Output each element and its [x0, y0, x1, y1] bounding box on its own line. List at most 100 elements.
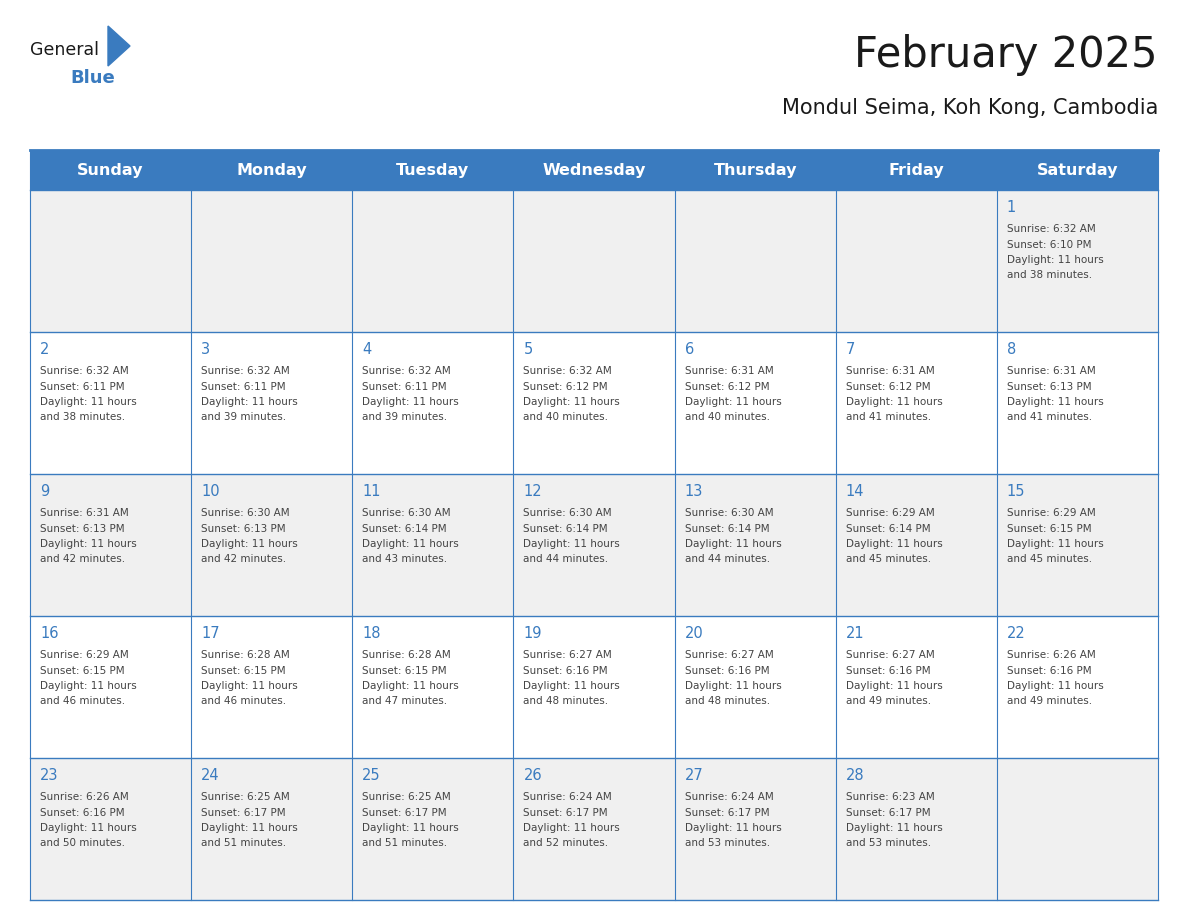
Text: and 44 minutes.: and 44 minutes. — [524, 554, 608, 565]
Text: 15: 15 — [1007, 484, 1025, 499]
Bar — [30, 616, 1158, 758]
Text: and 42 minutes.: and 42 minutes. — [40, 554, 125, 565]
Text: Daylight: 11 hours: Daylight: 11 hours — [40, 539, 137, 549]
Text: Daylight: 11 hours: Daylight: 11 hours — [1007, 255, 1104, 265]
Text: Sunset: 6:17 PM: Sunset: 6:17 PM — [846, 808, 930, 818]
Text: Sunset: 6:17 PM: Sunset: 6:17 PM — [362, 808, 447, 818]
Text: 10: 10 — [201, 484, 220, 499]
Text: Daylight: 11 hours: Daylight: 11 hours — [684, 681, 782, 691]
Text: and 46 minutes.: and 46 minutes. — [201, 697, 286, 707]
Text: and 48 minutes.: and 48 minutes. — [524, 697, 608, 707]
Text: Sunrise: 6:32 AM: Sunrise: 6:32 AM — [201, 366, 290, 376]
Text: Sunset: 6:11 PM: Sunset: 6:11 PM — [362, 382, 447, 391]
Text: Sunrise: 6:24 AM: Sunrise: 6:24 AM — [684, 792, 773, 802]
Text: Sunrise: 6:23 AM: Sunrise: 6:23 AM — [846, 792, 935, 802]
Text: Sunset: 6:14 PM: Sunset: 6:14 PM — [846, 523, 930, 533]
Text: Sunset: 6:14 PM: Sunset: 6:14 PM — [684, 523, 769, 533]
Polygon shape — [108, 26, 129, 66]
Text: Daylight: 11 hours: Daylight: 11 hours — [684, 539, 782, 549]
Text: Sunrise: 6:24 AM: Sunrise: 6:24 AM — [524, 792, 612, 802]
Text: Daylight: 11 hours: Daylight: 11 hours — [524, 397, 620, 407]
Text: Sunrise: 6:25 AM: Sunrise: 6:25 AM — [362, 792, 451, 802]
Text: Daylight: 11 hours: Daylight: 11 hours — [524, 539, 620, 549]
Text: Sunset: 6:17 PM: Sunset: 6:17 PM — [524, 808, 608, 818]
Text: Sunset: 6:12 PM: Sunset: 6:12 PM — [846, 382, 930, 391]
Text: Sunday: Sunday — [77, 162, 144, 177]
Bar — [30, 474, 1158, 616]
Text: Daylight: 11 hours: Daylight: 11 hours — [1007, 539, 1104, 549]
Text: Thursday: Thursday — [713, 162, 797, 177]
Text: and 51 minutes.: and 51 minutes. — [201, 838, 286, 848]
Text: and 46 minutes.: and 46 minutes. — [40, 697, 125, 707]
Text: Sunset: 6:15 PM: Sunset: 6:15 PM — [1007, 523, 1092, 533]
Text: Sunrise: 6:32 AM: Sunrise: 6:32 AM — [362, 366, 451, 376]
Text: Daylight: 11 hours: Daylight: 11 hours — [846, 681, 942, 691]
Text: Daylight: 11 hours: Daylight: 11 hours — [684, 823, 782, 833]
Text: and 39 minutes.: and 39 minutes. — [362, 412, 448, 422]
Text: 18: 18 — [362, 626, 381, 641]
Text: Friday: Friday — [889, 162, 944, 177]
Text: Sunset: 6:11 PM: Sunset: 6:11 PM — [201, 382, 286, 391]
Text: 16: 16 — [40, 626, 58, 641]
Text: Daylight: 11 hours: Daylight: 11 hours — [201, 539, 298, 549]
Text: Daylight: 11 hours: Daylight: 11 hours — [524, 681, 620, 691]
Text: Sunrise: 6:30 AM: Sunrise: 6:30 AM — [201, 508, 290, 518]
Text: Sunset: 6:15 PM: Sunset: 6:15 PM — [40, 666, 125, 676]
Text: 23: 23 — [40, 768, 58, 783]
Text: Sunset: 6:15 PM: Sunset: 6:15 PM — [201, 666, 286, 676]
Text: Daylight: 11 hours: Daylight: 11 hours — [524, 823, 620, 833]
Text: 4: 4 — [362, 342, 372, 357]
Text: Sunrise: 6:29 AM: Sunrise: 6:29 AM — [1007, 508, 1095, 518]
Text: Sunrise: 6:27 AM: Sunrise: 6:27 AM — [684, 650, 773, 660]
Text: and 39 minutes.: and 39 minutes. — [201, 412, 286, 422]
Text: Sunrise: 6:30 AM: Sunrise: 6:30 AM — [362, 508, 451, 518]
Text: and 47 minutes.: and 47 minutes. — [362, 697, 448, 707]
Text: 3: 3 — [201, 342, 210, 357]
Text: Daylight: 11 hours: Daylight: 11 hours — [201, 823, 298, 833]
Text: Sunset: 6:13 PM: Sunset: 6:13 PM — [1007, 382, 1092, 391]
Text: Sunrise: 6:29 AM: Sunrise: 6:29 AM — [846, 508, 935, 518]
Text: 14: 14 — [846, 484, 864, 499]
Bar — [30, 332, 1158, 474]
Bar — [30, 150, 1158, 190]
Text: General: General — [30, 41, 99, 59]
Bar — [30, 758, 1158, 900]
Text: Daylight: 11 hours: Daylight: 11 hours — [846, 397, 942, 407]
Text: Daylight: 11 hours: Daylight: 11 hours — [684, 397, 782, 407]
Text: Sunrise: 6:28 AM: Sunrise: 6:28 AM — [362, 650, 451, 660]
Text: and 53 minutes.: and 53 minutes. — [684, 838, 770, 848]
Text: and 38 minutes.: and 38 minutes. — [1007, 271, 1092, 281]
Text: February 2025: February 2025 — [854, 34, 1158, 76]
Text: Sunset: 6:13 PM: Sunset: 6:13 PM — [201, 523, 286, 533]
Text: 22: 22 — [1007, 626, 1025, 641]
Text: Sunset: 6:11 PM: Sunset: 6:11 PM — [40, 382, 125, 391]
Text: 12: 12 — [524, 484, 542, 499]
Text: 21: 21 — [846, 626, 865, 641]
Text: Daylight: 11 hours: Daylight: 11 hours — [201, 681, 298, 691]
Text: and 42 minutes.: and 42 minutes. — [201, 554, 286, 565]
Text: and 45 minutes.: and 45 minutes. — [1007, 554, 1092, 565]
Text: Sunrise: 6:30 AM: Sunrise: 6:30 AM — [684, 508, 773, 518]
Text: and 53 minutes.: and 53 minutes. — [846, 838, 931, 848]
Text: Sunrise: 6:31 AM: Sunrise: 6:31 AM — [1007, 366, 1095, 376]
Text: Sunset: 6:16 PM: Sunset: 6:16 PM — [1007, 666, 1092, 676]
Text: and 48 minutes.: and 48 minutes. — [684, 697, 770, 707]
Text: 25: 25 — [362, 768, 381, 783]
Text: Daylight: 11 hours: Daylight: 11 hours — [1007, 397, 1104, 407]
Text: Daylight: 11 hours: Daylight: 11 hours — [846, 539, 942, 549]
Text: and 45 minutes.: and 45 minutes. — [846, 554, 931, 565]
Text: 2: 2 — [40, 342, 50, 357]
Text: Sunset: 6:16 PM: Sunset: 6:16 PM — [684, 666, 769, 676]
Text: Sunrise: 6:29 AM: Sunrise: 6:29 AM — [40, 650, 128, 660]
Text: Daylight: 11 hours: Daylight: 11 hours — [846, 823, 942, 833]
Text: Sunrise: 6:25 AM: Sunrise: 6:25 AM — [201, 792, 290, 802]
Text: Sunset: 6:12 PM: Sunset: 6:12 PM — [524, 382, 608, 391]
Bar — [30, 190, 1158, 332]
Text: 24: 24 — [201, 768, 220, 783]
Text: 1: 1 — [1007, 200, 1016, 215]
Text: Sunrise: 6:26 AM: Sunrise: 6:26 AM — [40, 792, 128, 802]
Text: Daylight: 11 hours: Daylight: 11 hours — [1007, 681, 1104, 691]
Text: Daylight: 11 hours: Daylight: 11 hours — [201, 397, 298, 407]
Text: and 44 minutes.: and 44 minutes. — [684, 554, 770, 565]
Text: and 40 minutes.: and 40 minutes. — [684, 412, 770, 422]
